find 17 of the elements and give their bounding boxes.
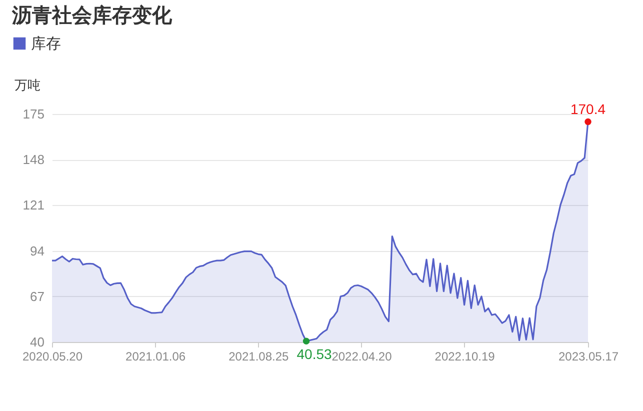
annotation: 40.53 xyxy=(296,346,332,362)
x-tick-label: 2020.05.20 xyxy=(22,350,83,364)
x-tick-label: 2022.04.20 xyxy=(332,350,392,364)
y-tick-label: 40 xyxy=(30,334,44,350)
x-tick-label: 2021.08.25 xyxy=(228,350,290,364)
y-tick-label: 94 xyxy=(30,243,44,258)
y-tick-label: 175 xyxy=(22,106,44,122)
y-tick-label: 148 xyxy=(22,152,44,168)
x-tick-label: 2022.10.19 xyxy=(434,350,496,364)
y-tick-label: 121 xyxy=(22,198,44,213)
annotation: 170.4 xyxy=(570,100,606,117)
y-axis-title: 万吨 xyxy=(14,78,40,92)
y-tick-label: 67 xyxy=(30,288,44,304)
x-tick-label: 2021.01.06 xyxy=(126,350,186,364)
x-tick-label: 2023.05.17 xyxy=(558,350,619,364)
chart-title: 沥青社会库存变化 xyxy=(11,4,173,27)
legend-label: 库存 xyxy=(31,36,61,52)
